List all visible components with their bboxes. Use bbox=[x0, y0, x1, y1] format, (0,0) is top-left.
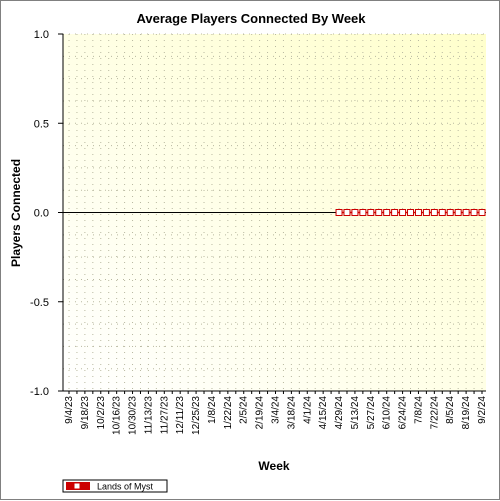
x-tick-label: 2/19/24 bbox=[255, 396, 266, 430]
data-point bbox=[367, 209, 375, 216]
data-point bbox=[438, 209, 446, 216]
x-tick-label: 6/10/24 bbox=[382, 396, 393, 430]
x-tick-label: 3/18/24 bbox=[286, 396, 297, 430]
x-tick-label: 7/8/24 bbox=[413, 396, 424, 424]
data-point bbox=[478, 209, 486, 216]
x-tick-label: 5/27/24 bbox=[366, 396, 377, 430]
data-point bbox=[375, 209, 383, 216]
x-tick-label: 9/4/23 bbox=[64, 396, 75, 424]
data-point bbox=[391, 209, 399, 216]
data-point bbox=[399, 209, 407, 216]
data-point bbox=[351, 209, 359, 216]
x-tick-label: 9/18/23 bbox=[80, 396, 91, 430]
y-tick-label: -0.5 bbox=[30, 297, 49, 309]
data-point bbox=[343, 209, 351, 216]
y-tick-label: 1.0 bbox=[34, 29, 49, 41]
x-tick-label: 4/1/24 bbox=[302, 396, 313, 424]
x-tick-label: 5/13/24 bbox=[350, 396, 361, 430]
x-tick-label: 1/22/24 bbox=[223, 396, 234, 430]
data-point bbox=[383, 209, 391, 216]
y-axis-title: Players Connected bbox=[9, 159, 23, 267]
x-tick-label: 12/25/23 bbox=[191, 396, 202, 435]
data-point bbox=[422, 209, 430, 216]
legend: Lands of Myst bbox=[62, 479, 168, 493]
x-tick-label: 9/2/24 bbox=[477, 396, 488, 424]
x-tick-label: 2/5/24 bbox=[239, 396, 250, 424]
x-tick-label: 10/2/23 bbox=[96, 396, 107, 430]
x-tick-label: 4/15/24 bbox=[318, 396, 329, 430]
data-point bbox=[430, 209, 438, 216]
y-tick-label: -1.0 bbox=[30, 386, 49, 398]
series-layer bbox=[335, 209, 486, 216]
legend-label: Lands of Myst bbox=[97, 482, 154, 492]
y-tick-label: 0.5 bbox=[34, 118, 49, 130]
x-tick-label: 10/16/23 bbox=[112, 396, 123, 435]
x-tick-label: 1/8/24 bbox=[207, 396, 218, 424]
x-tick-label: 7/22/24 bbox=[429, 396, 440, 430]
y-tick-labels: 1.0 0.5 0.0 -0.5 -1.0 bbox=[30, 29, 49, 398]
data-point bbox=[407, 209, 415, 216]
x-tick-label: 12/11/23 bbox=[175, 396, 186, 435]
legend-marker bbox=[73, 482, 81, 490]
y-tick-label: 0.0 bbox=[34, 208, 49, 220]
data-point bbox=[414, 209, 422, 216]
x-tick-label: 8/5/24 bbox=[445, 396, 456, 424]
data-point bbox=[335, 209, 343, 216]
x-tick-label: 8/19/24 bbox=[461, 396, 472, 430]
x-tick-label: 3/4/24 bbox=[271, 396, 282, 424]
data-point bbox=[470, 209, 478, 216]
chart-title: Average Players Connected By Week bbox=[136, 11, 366, 26]
x-tick-label: 4/29/24 bbox=[334, 396, 345, 430]
x-tick-labels: 9/4/23 9/18/23 10/2/23 10/16/23 10/30/23 11/1… bbox=[64, 396, 488, 435]
x-tick-label: 11/13/23 bbox=[143, 396, 154, 435]
x-tick-label: 11/27/23 bbox=[159, 396, 170, 435]
x-tick-label: 6/24/24 bbox=[398, 396, 409, 430]
data-point bbox=[446, 209, 454, 216]
data-point bbox=[462, 209, 470, 216]
x-axis-title: Week bbox=[258, 459, 289, 473]
x-tick-label: 10/30/23 bbox=[128, 396, 139, 435]
data-point bbox=[454, 209, 462, 216]
data-point bbox=[359, 209, 367, 216]
